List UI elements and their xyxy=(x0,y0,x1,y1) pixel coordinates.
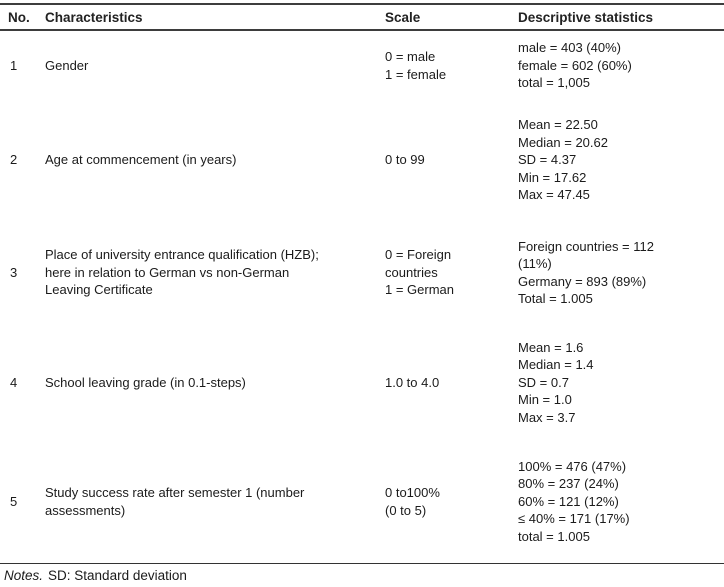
table-header: No. Characteristics Scale Descriptive st… xyxy=(0,4,724,31)
notes-label: Notes. xyxy=(4,568,44,583)
scale-cell: 0 to100% (0 to 5) xyxy=(385,485,440,518)
row-number: 3 xyxy=(10,264,18,280)
stats-cell: 100% = 476 (47%) 80% = 237 (24%) 60% = 1… xyxy=(518,458,630,544)
col-header-characteristics: Characteristics xyxy=(45,4,385,31)
table-row-5: 5 Study success rate after semester 1 (n… xyxy=(0,440,724,563)
table-row-1: 1 Gender 0 = male 1 = female male = 403 … xyxy=(0,30,724,100)
scale-cell: 0 = Foreign countries 1 = German xyxy=(385,247,455,298)
header-row: No. Characteristics Scale Descriptive st… xyxy=(0,4,724,31)
notes-footer: Notes. SD: Standard deviation xyxy=(0,563,724,583)
table-row-2: 2 Age at commencement (in years) 0 to 99… xyxy=(0,100,724,220)
col-header-descriptive-statistics: Descriptive statistics xyxy=(518,4,724,31)
scale-cell: 0 = male 1 = female xyxy=(385,49,447,82)
characteristic-cell: School leaving grade (in 0.1-steps) xyxy=(45,374,246,390)
table-body: 1 Gender 0 = male 1 = female male = 403 … xyxy=(0,30,724,563)
stats-cell: Mean = 22.50 Median = 20.62 SD = 4.37 Mi… xyxy=(518,117,608,203)
table-row-3: 3 Place of university entrance qualifica… xyxy=(0,220,724,325)
scale-cell: 0 to 99 xyxy=(385,152,425,168)
characteristic-cell: Place of university entrance qualificati… xyxy=(45,247,319,298)
stats-cell: Foreign countries = 112 (11%) Germany = … xyxy=(518,238,654,307)
row-number: 5 xyxy=(10,493,18,509)
table-row-4: 4 School leaving grade (in 0.1-steps) 1.… xyxy=(0,325,724,440)
characteristic-cell: Age at commencement (in years) xyxy=(45,152,237,168)
row-number: 2 xyxy=(10,152,18,168)
scale-cell: 1.0 to 4.0 xyxy=(385,374,440,390)
col-header-no: No. xyxy=(0,4,45,31)
characteristic-cell: Gender xyxy=(45,57,89,73)
stats-cell: Mean = 1.6 Median = 1.4 SD = 0.7 Min = 1… xyxy=(518,339,594,425)
notes-text: SD: Standard deviation xyxy=(48,568,187,583)
stats-cell: male = 403 (40%) female = 602 (60%) tota… xyxy=(518,40,632,91)
row-number: 1 xyxy=(10,57,18,73)
characteristics-table: No. Characteristics Scale Descriptive st… xyxy=(0,3,724,563)
col-header-scale: Scale xyxy=(385,4,518,31)
row-number: 4 xyxy=(10,374,18,390)
characteristic-cell: Study success rate after semester 1 (num… xyxy=(45,485,305,518)
